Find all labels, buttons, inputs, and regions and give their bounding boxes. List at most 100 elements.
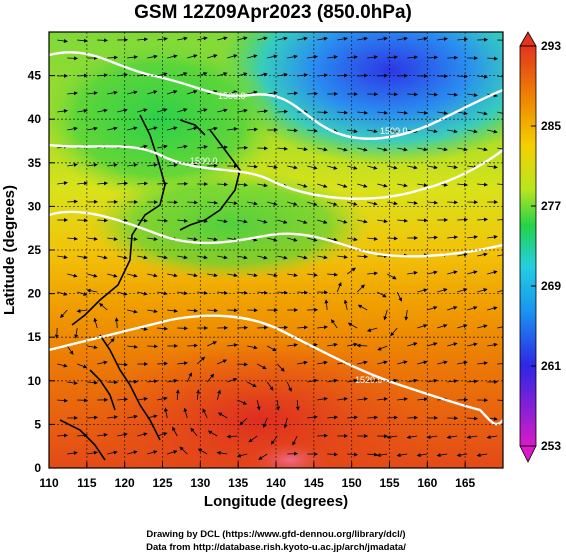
- wind-arrow: [357, 183, 368, 188]
- wind-arrow: [77, 363, 88, 369]
- wind-arrow: [397, 110, 408, 115]
- wind-arrow: [417, 288, 428, 293]
- wind-arrow: [447, 92, 458, 97]
- wind-arrow: [277, 219, 288, 224]
- wind-arrow: [343, 299, 348, 311]
- wind-arrow: [467, 379, 478, 384]
- wind-arrow: [426, 435, 438, 440]
- y-tick-label: 10: [28, 374, 42, 388]
- x-tick-label: 140: [266, 476, 286, 490]
- wind-arrow: [257, 255, 268, 260]
- wind-arrow: [283, 417, 288, 429]
- wind-arrow: [477, 147, 488, 152]
- wind-arrow: [127, 344, 138, 349]
- wind-arrow: [287, 201, 298, 206]
- wind-arrow: [497, 399, 503, 401]
- wind-arrow: [407, 55, 418, 60]
- y-tick-label: 0: [34, 461, 41, 475]
- x-tick-label: 160: [417, 476, 437, 490]
- wind-arrow: [258, 453, 268, 460]
- colorbar-max-arrow: [519, 31, 537, 47]
- wind-arrow: [277, 146, 288, 151]
- wind-arrow: [427, 92, 438, 97]
- wind-arrow: [237, 219, 248, 224]
- wind-arrow: [417, 183, 428, 188]
- wind-arrow: [383, 309, 388, 321]
- wind-arrow: [497, 326, 503, 329]
- wind-arrow: [107, 273, 118, 278]
- wind-arrow: [386, 435, 398, 440]
- wind-arrow: [327, 342, 338, 347]
- wind-arrow: [387, 415, 399, 420]
- wind-arrow: [97, 218, 109, 223]
- wind-arrow: [277, 325, 288, 330]
- wind-arrow: [357, 304, 368, 311]
- wind-arrow: [206, 373, 215, 383]
- wind-arrow: [207, 341, 217, 347]
- wind-arrow: [307, 272, 318, 277]
- wind-arrow: [256, 399, 261, 411]
- y-tick-label: 25: [28, 243, 42, 257]
- cold-air-mass: [220, 32, 503, 165]
- wind-arrow: [477, 288, 488, 293]
- wind-arrow: [216, 389, 221, 401]
- wind-arrow: [157, 432, 168, 437]
- wind-arrow: [97, 255, 108, 260]
- wind-arrow: [397, 360, 408, 365]
- wind-arrow: [337, 110, 348, 115]
- wind-arrow: [127, 90, 138, 95]
- wind-arrow: [407, 165, 418, 170]
- wind-arrow: [117, 255, 128, 260]
- wind-arrow: [377, 360, 388, 365]
- wind-arrow: [297, 183, 308, 188]
- wind-arrow: [177, 218, 188, 223]
- wind-arrow: [187, 54, 198, 59]
- wind-arrow: [117, 432, 128, 437]
- wind-arrow: [187, 273, 198, 278]
- wind-arrow: [247, 54, 258, 59]
- wind-arrow: [172, 426, 178, 437]
- wind-arrow: [167, 90, 178, 95]
- colorbar-scale: [519, 45, 537, 447]
- wind-arrow: [427, 342, 438, 347]
- wind-arrow: [346, 267, 356, 275]
- wind-arrow: [337, 147, 348, 152]
- wind-arrow: [307, 415, 318, 420]
- wind-arrow: [297, 290, 308, 295]
- cool-air-region: [49, 40, 280, 200]
- wind-arrow: [327, 55, 338, 60]
- wind-arrow: [74, 327, 79, 339]
- wind-arrow: [147, 273, 158, 278]
- wind-arrow: [396, 453, 408, 458]
- wind-arrow: [86, 288, 98, 293]
- wind-arrow: [337, 36, 348, 41]
- wind-arrow: [127, 414, 138, 419]
- wind-arrow: [237, 182, 248, 187]
- wind-arrow: [167, 54, 178, 59]
- wind-arrow: [227, 127, 238, 132]
- wind-arrow: [347, 237, 358, 242]
- wind-arrow: [287, 343, 298, 348]
- contour-label: 1500.0: [380, 126, 408, 136]
- wind-arrow: [317, 396, 328, 401]
- wind-arrow: [226, 434, 238, 439]
- wind-arrow: [257, 36, 268, 41]
- wind-arrow: [467, 306, 478, 311]
- wind-arrow: [87, 380, 98, 385]
- wind-arrow: [247, 201, 258, 206]
- wind-arrow: [257, 363, 267, 370]
- wind-arrow: [97, 108, 108, 113]
- wind-arrow: [397, 36, 408, 41]
- wind-arrow: [227, 343, 238, 348]
- wind-arrow: [387, 201, 398, 206]
- x-axis: 110 115 120 125 130 135 140 145 150 155 160 165: [39, 462, 475, 490]
- wind-arrow: [187, 308, 198, 313]
- y-tick-label: 5: [34, 417, 41, 431]
- wind-arrow: [357, 36, 368, 41]
- wind-arrow: [347, 322, 358, 329]
- wind-arrow: [157, 144, 168, 149]
- wind-arrow: [197, 145, 208, 149]
- wind-arrow: [292, 435, 298, 446]
- wind-arrow: [207, 54, 218, 59]
- wind-arrow: [87, 345, 98, 350]
